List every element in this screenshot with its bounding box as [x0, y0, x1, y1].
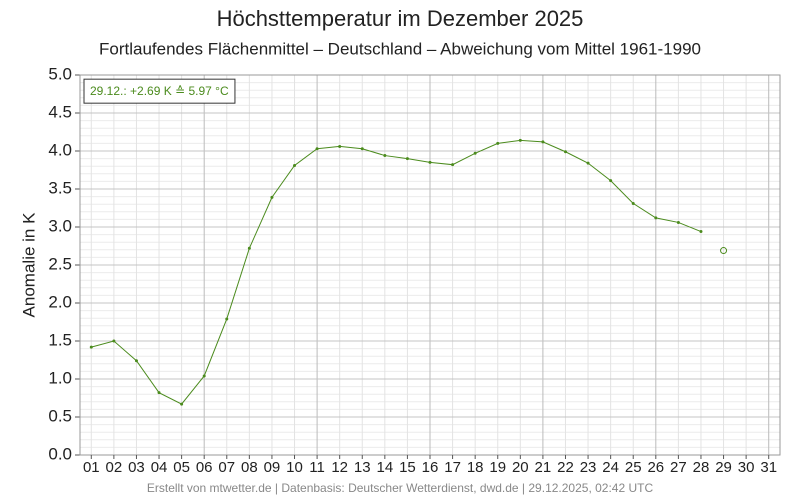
x-tick-label: 23: [580, 459, 597, 476]
x-tick-label: 13: [354, 459, 371, 476]
data-point: [157, 391, 161, 395]
data-point: [518, 138, 522, 142]
y-tick-label: 1.5: [48, 330, 72, 349]
data-point: [586, 161, 590, 165]
data-point: [654, 216, 658, 220]
data-point: [247, 246, 251, 250]
data-point: [496, 141, 500, 145]
data-point: [473, 151, 477, 155]
x-tick-label: 04: [151, 459, 168, 476]
y-tick-label: 3.0: [48, 216, 72, 235]
x-tick-label: 02: [106, 459, 123, 476]
y-tick-label: 4.0: [48, 140, 72, 159]
y-axis-label: Anomalie in K: [19, 212, 38, 318]
data-point: [293, 163, 297, 167]
x-tick-label: 28: [693, 459, 710, 476]
x-tick-label: 30: [738, 459, 755, 476]
x-tick-label: 18: [467, 459, 484, 476]
data-point: [563, 150, 567, 154]
x-tick-label: 25: [625, 459, 642, 476]
x-tick-label: 16: [422, 459, 439, 476]
x-tick-label: 29: [715, 459, 732, 476]
data-point: [676, 220, 680, 224]
x-tick-label: 09: [264, 459, 281, 476]
y-tick-label: 5.0: [48, 64, 72, 83]
y-tick-label: 3.5: [48, 178, 72, 197]
current-point: [720, 247, 728, 255]
data-point: [451, 163, 455, 167]
x-tick-label: 12: [331, 459, 348, 476]
x-tick-label: 22: [557, 459, 574, 476]
data-point: [428, 160, 432, 164]
y-tick-label: 2.5: [48, 254, 72, 273]
y-tick-label: 2.0: [48, 292, 72, 311]
data-point: [225, 317, 229, 321]
x-tick-label: 15: [399, 459, 416, 476]
data-point: [112, 339, 116, 343]
y-tick-label: 1.0: [48, 368, 72, 387]
annotation-box: [83, 78, 236, 104]
footer: Erstellt von mtwetter.de | Datenbasis: D…: [147, 481, 654, 495]
x-tick-label: 14: [376, 459, 393, 476]
data-point: [315, 147, 319, 151]
y-tick-label: 0.0: [48, 444, 72, 463]
chart-title: Höchsttemperatur im Dezember 2025: [217, 6, 584, 31]
annotation: 29.12.: +2.69 K ≙ 5.97 °C: [90, 84, 229, 98]
x-tick-label: 27: [670, 459, 687, 476]
data-point: [405, 157, 409, 161]
x-tick-label: 31: [760, 459, 777, 476]
data-point: [699, 230, 703, 234]
data-point: [338, 144, 342, 148]
x-tick-label: 10: [286, 459, 303, 476]
chart-subtitle: Fortlaufendes Flächenmittel – Deutschlan…: [99, 39, 701, 58]
data-point: [631, 201, 635, 205]
x-tick-label: 07: [218, 459, 235, 476]
x-tick-label: 21: [535, 459, 552, 476]
x-tick-label: 26: [647, 459, 664, 476]
data-point: [360, 147, 364, 151]
data-point: [134, 359, 138, 363]
data-point: [609, 179, 613, 183]
y-tick-label: 4.5: [48, 102, 72, 121]
x-tick-label: 06: [196, 459, 213, 476]
data-point: [202, 374, 206, 378]
x-tick-label: 20: [512, 459, 529, 476]
x-tick-label: 01: [83, 459, 100, 476]
data-point: [180, 402, 184, 406]
data-point: [270, 195, 274, 199]
x-tick-label: 05: [173, 459, 190, 476]
data-point: [541, 140, 545, 144]
data-line: [91, 139, 702, 405]
x-tick-label: 11: [309, 459, 325, 476]
y-tick-label: 0.5: [48, 406, 72, 425]
x-tick-label: 24: [602, 459, 619, 476]
x-tick-label: 03: [128, 459, 145, 476]
x-tick-label: 17: [444, 459, 461, 476]
x-tick-label: 19: [489, 459, 506, 476]
x-tick-label: 08: [241, 459, 258, 476]
data-point: [383, 154, 387, 158]
data-point: [89, 345, 93, 349]
